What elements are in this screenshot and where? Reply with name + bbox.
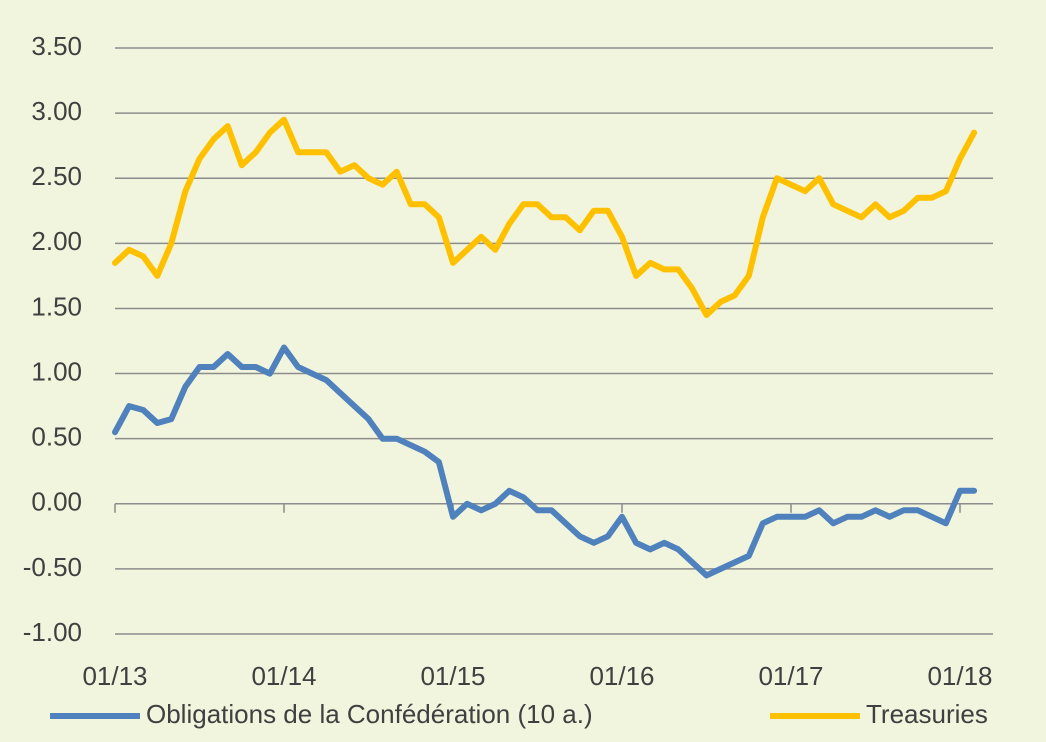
y-tick-label: 3.00	[31, 96, 82, 126]
y-tick-label: 2.00	[31, 226, 82, 256]
series-line	[112, 116, 978, 318]
series-line	[112, 344, 978, 579]
y-tick-label: 0.50	[31, 422, 82, 452]
x-tick-label: 01/15	[420, 661, 485, 691]
legend-label: Treasuries	[866, 699, 988, 729]
y-tick-label: 1.50	[31, 291, 82, 321]
y-tick-label: 0.00	[31, 487, 82, 517]
x-tick-label: 01/18	[927, 661, 992, 691]
x-tick-label: 01/17	[758, 661, 823, 691]
x-tick-label: 01/14	[251, 661, 316, 691]
y-tick-label: -0.50	[23, 552, 82, 582]
legend-label: Obligations de la Confédération (10 a.)	[146, 699, 593, 729]
y-tick-label: -1.00	[23, 617, 82, 647]
y-tick-label: 3.50	[31, 31, 82, 61]
x-tick-label: 01/16	[589, 661, 654, 691]
x-tick-label: 01/13	[82, 661, 147, 691]
y-tick-label: 1.00	[31, 356, 82, 386]
y-tick-label: 2.50	[31, 161, 82, 191]
